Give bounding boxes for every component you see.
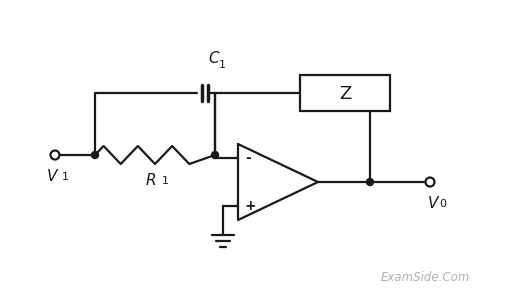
Circle shape [212,152,218,159]
Circle shape [367,178,373,185]
FancyBboxPatch shape [300,75,390,111]
Text: Z: Z [339,85,351,103]
Text: 1: 1 [62,172,69,182]
Text: 0: 0 [439,199,446,209]
Text: 1: 1 [162,176,169,186]
Text: ExamSide.Com: ExamSide.Com [381,271,471,284]
Text: V: V [428,196,438,211]
Text: +: + [245,199,256,213]
Circle shape [425,178,435,187]
Text: -: - [245,151,251,165]
Text: V: V [47,169,57,184]
Text: R: R [146,173,157,188]
Circle shape [92,152,98,159]
Circle shape [50,150,60,159]
Text: 1: 1 [219,60,226,70]
Text: C: C [208,51,219,66]
